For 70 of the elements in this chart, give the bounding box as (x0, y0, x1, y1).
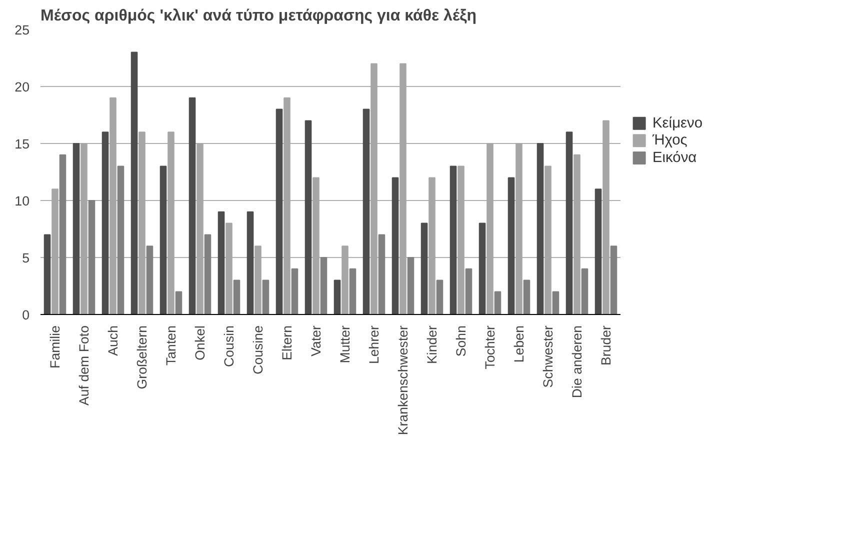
bar (44, 234, 51, 314)
x-tick-label: Familie (48, 326, 62, 368)
x-tick-label: Tochter (482, 324, 498, 370)
bar (175, 291, 182, 314)
bar (349, 268, 356, 314)
x-tick-label: Leben (512, 326, 526, 363)
x-tick-label: Mutter (338, 324, 352, 364)
bar (72, 143, 80, 314)
bar (508, 177, 515, 314)
x-tick-label: Cousine (250, 325, 266, 374)
bar (465, 268, 472, 314)
bar (291, 268, 298, 314)
chart-title: Μέσος αριθμός 'κλικ' ανά τύπο μετάφρασης για κάθε λέξη (40, 8, 477, 24)
bar (334, 280, 341, 314)
bar (378, 234, 386, 314)
x-tick-label: Kinder (424, 324, 440, 364)
x-tick-label: Onkel (192, 325, 208, 360)
bar (320, 257, 328, 314)
y-tick-label: 10 (14, 194, 30, 208)
bar (566, 132, 573, 314)
x-tick-label: Cousin (222, 325, 236, 367)
bar (160, 166, 167, 314)
bar (262, 280, 270, 314)
bar (536, 143, 544, 314)
bar (523, 280, 530, 314)
x-tick-label: Krankenschwester (396, 324, 410, 436)
bar (420, 222, 428, 314)
x-tick-label: Lehrer (366, 324, 382, 364)
y-tick-label: 25 (14, 22, 30, 38)
bar (610, 246, 618, 314)
x-tick-label: Auch (106, 325, 120, 356)
bar (362, 108, 370, 314)
x-tick-label: Bruder (598, 324, 614, 366)
bar (59, 154, 66, 314)
legend-label: Εικόνα (652, 150, 698, 166)
y-tick-label: 20 (14, 80, 30, 94)
bar (304, 120, 312, 314)
bar (88, 200, 96, 314)
bar (478, 222, 486, 314)
bar (450, 166, 457, 314)
x-tick-label: Schwester (540, 324, 556, 388)
bar (117, 166, 124, 314)
bar (130, 52, 138, 314)
x-tick-label: Auf dem Foto (76, 325, 92, 406)
bar (188, 97, 196, 314)
legend-label: Κείμενο (652, 115, 703, 132)
x-tick-label: Großeltern (134, 325, 150, 390)
bar (436, 280, 444, 314)
bar (204, 234, 212, 314)
x-tick-label: Die anderen (570, 325, 584, 398)
y-tick-label: 15 (14, 136, 30, 152)
bar (594, 188, 602, 314)
y-tick-label: 0 (22, 308, 30, 322)
bar (102, 132, 109, 314)
bar (581, 268, 588, 314)
x-tick-label: Sohn (454, 325, 468, 357)
x-tick-label: Vater (308, 324, 324, 356)
bar (233, 280, 240, 314)
legend-label: Ήχος (652, 132, 688, 149)
x-tick-label: Eltern (280, 325, 294, 360)
bar (392, 177, 399, 314)
x-tick-label: Tanten (164, 325, 178, 366)
bar (494, 291, 502, 314)
bar (218, 211, 225, 314)
bar (246, 211, 254, 314)
y-tick-label: 5 (22, 250, 30, 266)
bar (276, 108, 283, 314)
bar (552, 291, 560, 314)
bar (146, 246, 154, 314)
bar (407, 257, 414, 314)
